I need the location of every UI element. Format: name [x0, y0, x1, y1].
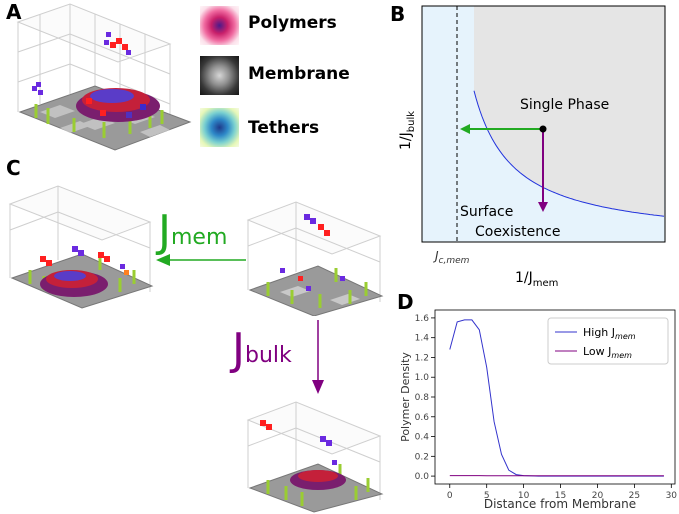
- y-tick-label: 1.4: [415, 334, 430, 344]
- y-tick-label: 0.6: [415, 413, 430, 423]
- y-tick-label: 1.0: [415, 373, 430, 383]
- legend-label-high: High Jmem: [583, 326, 636, 341]
- phase-boundary-curve: [473, 90, 665, 217]
- panel-letter-c: C: [6, 156, 21, 180]
- surface-label-line2: Coexistence: [475, 224, 560, 240]
- jmem-label: Jmem: [158, 206, 228, 257]
- tethers-density-swatch: [200, 108, 239, 147]
- panel-letter-b: B: [390, 2, 406, 26]
- x-tick-label: 25: [629, 491, 640, 501]
- panel-c-high-jbulk-snapshot: [246, 401, 384, 513]
- y-tick-label: 1.2: [415, 353, 429, 363]
- panel-letter-d: D: [397, 290, 414, 314]
- start-point: [539, 125, 547, 133]
- x-tick-label: 20: [592, 491, 604, 501]
- d-x-ticks: 0 5 10 15 20 25 30: [447, 484, 677, 501]
- panel-d-density-chart: 0 5 10 15 20 25 30 0.0 0.2 0.4 0.6 0.8 1.0 1.2 1.4 1.6…: [399, 309, 677, 511]
- plot-frame: [421, 5, 666, 243]
- x-tick-label: 0: [447, 491, 453, 501]
- surface-label-line1: Surface: [460, 204, 513, 220]
- y-tick-label: 0.2: [415, 452, 429, 462]
- y-tick-label: 0.8: [415, 393, 430, 403]
- panel-c-high-jmem-snapshot: [8, 185, 154, 309]
- panel-c-initial-snapshot: [246, 201, 384, 316]
- y-tick-label: 1.6: [415, 314, 430, 324]
- b-y-axis-label: 1/Jbulk: [398, 111, 417, 150]
- membrane-density-swatch: [200, 56, 239, 95]
- x-tick-label: 30: [666, 491, 678, 501]
- panel-a-3d-snapshot: [16, 3, 192, 151]
- panel-letter-a: A: [6, 0, 22, 24]
- b-x-axis-label: 1/Jmem: [515, 270, 558, 289]
- polymers-density-swatch: [200, 6, 239, 45]
- legend-label-membrane: Membrane: [248, 64, 350, 84]
- single-phase-region: [474, 6, 665, 217]
- x-tick-jc-mem: Jc,mem: [433, 249, 470, 266]
- jbulk-arrow: [312, 320, 324, 394]
- legend-label-tethers: Tethers: [248, 118, 320, 138]
- d-y-axis-label: Polymer Density: [399, 352, 412, 442]
- jmem-arrow: [156, 254, 246, 266]
- polymer-cluster: [76, 88, 160, 122]
- green-arrow-left: [460, 124, 543, 134]
- y-tick-label: 0.0: [415, 472, 430, 482]
- svg-text:1/Jbulk: 1/Jbulk: [398, 111, 417, 150]
- legend-label-low: Low Jmem: [583, 345, 632, 360]
- y-tick-label: 0.4: [415, 433, 430, 443]
- jbulk-label: Jbulk: [232, 324, 292, 375]
- x-tick-label: 10: [518, 491, 530, 501]
- d-y-ticks: 0.0 0.2 0.4 0.6 0.8 1.0 1.2 1.4 1.6: [415, 314, 435, 482]
- x-tick-label: 15: [555, 491, 566, 501]
- d-series-lines: [449, 319, 664, 477]
- purple-arrow-down: [538, 129, 548, 212]
- legend-label-polymers: Polymers: [248, 13, 337, 33]
- x-tick-label: 5: [484, 491, 490, 501]
- d-x-axis-label: Distance from Membrane: [484, 497, 636, 511]
- d-legend: High Jmem Low Jmem: [547, 317, 669, 365]
- panel-b-phase-diagram: Single Phase Surface Coexistence Jc,mem …: [398, 5, 666, 289]
- free-polymers: [32, 32, 131, 95]
- single-phase-label: Single Phase: [520, 97, 609, 113]
